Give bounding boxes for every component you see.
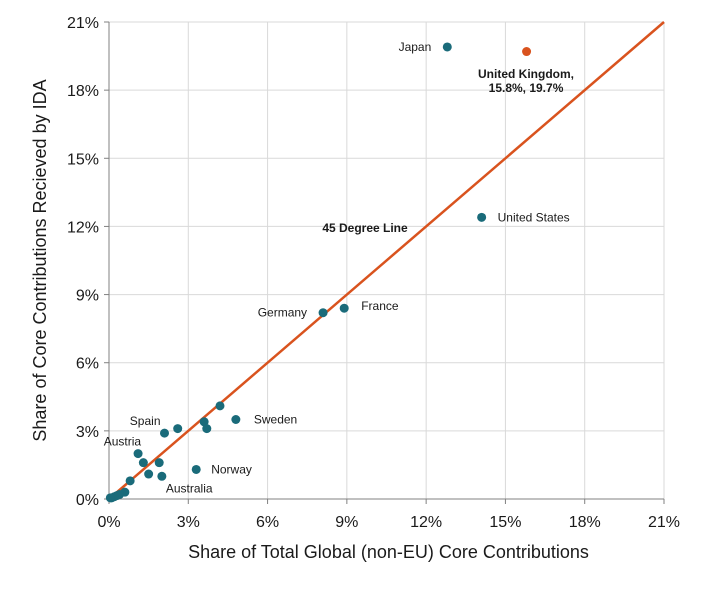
point-label: Spain (130, 414, 161, 428)
data-point (157, 471, 167, 481)
data-point (199, 417, 209, 427)
y-tick-label: 0% (76, 492, 99, 509)
data-point (173, 424, 183, 434)
axes: 0% 3% 6% 9% 12% 15% 18% 21% 0% 3% 6% 9% 12% 15% 18% 21% (67, 15, 680, 531)
data-point (215, 401, 225, 411)
x-tick-label: 21% (648, 514, 680, 531)
highlight-label: United Kingdom, (478, 67, 574, 81)
y-axis-title: Share of Core Contributions Recieved by … (30, 79, 50, 441)
point-label: France (361, 299, 399, 313)
data-point (477, 212, 487, 222)
data-point (442, 42, 452, 52)
point-label: Japan (399, 40, 432, 54)
highlight-label: 15.8%, 19.7% (489, 81, 564, 95)
point-label: Austria (104, 435, 142, 449)
reference-line (108, 21, 665, 500)
y-tick-label: 12% (67, 219, 99, 236)
data-point (125, 476, 135, 486)
data-point (339, 303, 349, 313)
x-tick-label: 9% (335, 514, 358, 531)
point-label: Norway (211, 462, 252, 476)
y-tick-label: 15% (67, 151, 99, 168)
grid (109, 21, 665, 499)
y-tick-label: 3% (76, 424, 99, 441)
y-tick-label: 18% (67, 83, 99, 100)
x-axis-title: Share of Total Global (non-EU) Core Cont… (188, 542, 589, 562)
data-point (154, 458, 164, 468)
x-tick-label: 15% (489, 514, 521, 531)
highlight-point (522, 47, 532, 57)
x-tick-label: 6% (256, 514, 279, 531)
data-point (202, 424, 212, 434)
point-label: Sweden (254, 413, 297, 427)
data-point (144, 469, 154, 479)
reference-line-group: 45 Degree Line (108, 21, 665, 500)
point-label: Germany (258, 306, 307, 320)
data-point (231, 415, 241, 424)
x-tick-label: 3% (177, 514, 200, 531)
point-label: Australia (166, 481, 213, 495)
x-tick-label: 18% (569, 514, 601, 531)
data-point (133, 449, 143, 459)
x-tick-label: 0% (97, 514, 120, 531)
reference-line-label: 45 Degree Line (322, 221, 408, 235)
data-point (138, 458, 148, 468)
data-point (105, 493, 115, 503)
point-labels: Japan United States Germany France Sweden Spa… (104, 40, 574, 495)
y-tick-label: 21% (67, 15, 99, 32)
data-point (160, 428, 169, 438)
point-label: United States (498, 210, 570, 224)
data-point (318, 308, 328, 318)
y-tick-label: 6% (76, 356, 99, 373)
data-points (105, 42, 532, 503)
x-tick-label: 12% (410, 514, 442, 531)
y-tick-label: 9% (76, 288, 99, 305)
data-point (191, 464, 201, 474)
